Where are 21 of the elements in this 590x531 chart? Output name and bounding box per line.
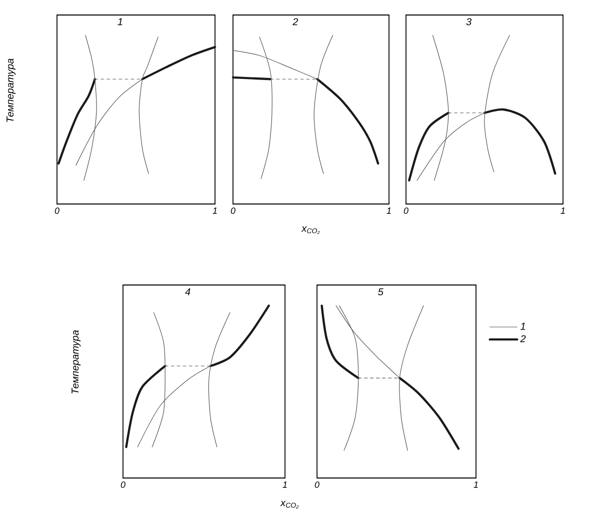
chart-title: 3 bbox=[466, 18, 472, 26]
x-tick-label: 0 bbox=[230, 208, 236, 214]
legend-label: 1 bbox=[520, 322, 525, 330]
y-axis-title: Температура bbox=[72, 330, 81, 394]
x-tick-label: 1 bbox=[282, 482, 287, 488]
legend-label: 2 bbox=[520, 335, 526, 342]
x-tick-label: 0 bbox=[120, 482, 126, 488]
x-tick-label: 1 bbox=[386, 208, 391, 214]
x-axis-title: x$_{CO₂}$ bbox=[280, 500, 299, 508]
x-tick-label: 0 bbox=[314, 482, 320, 488]
x-axis-title: x$_{CO₂}$ bbox=[301, 226, 320, 234]
x-tick-label: 1 bbox=[560, 208, 565, 214]
x-tick-label: 0 bbox=[404, 208, 408, 214]
x-tick-label: 1 bbox=[474, 482, 478, 488]
chart-title: 5 bbox=[378, 288, 384, 296]
chart-title: 4 bbox=[185, 288, 190, 296]
y-axis-title: Температура bbox=[6, 58, 16, 122]
chart-title: 2 bbox=[292, 18, 298, 26]
chart-title: 1 bbox=[118, 18, 122, 26]
x-tick-label: 0 bbox=[54, 208, 60, 214]
x-tick-label: 1 bbox=[212, 208, 217, 214]
